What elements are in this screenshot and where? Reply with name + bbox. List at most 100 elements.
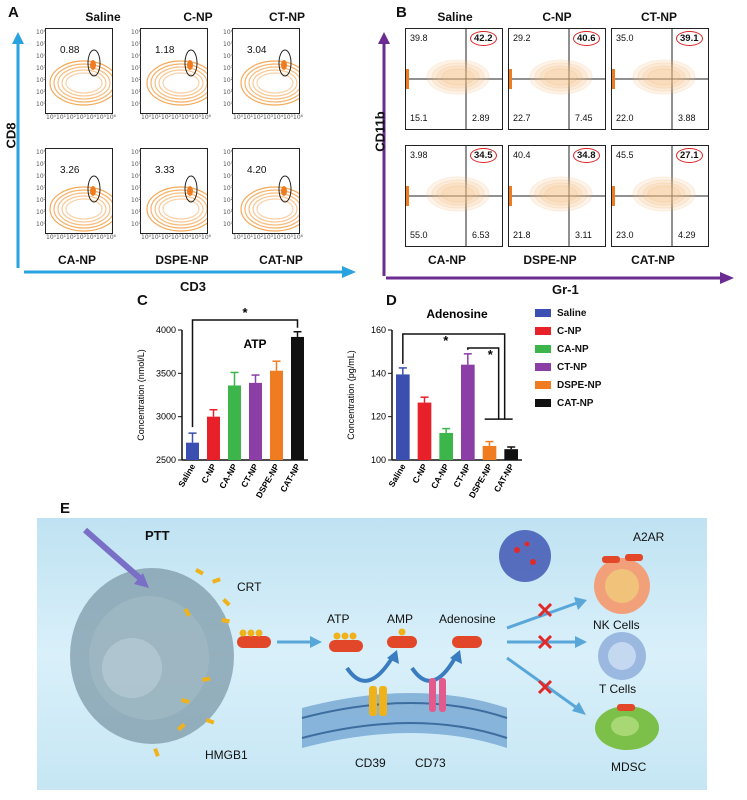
x-tick: 10⁵ <box>283 234 294 241</box>
y-tick-label: 3500 <box>156 368 176 378</box>
x-tick: 10⁵ <box>96 234 107 241</box>
contour-plot <box>509 146 605 246</box>
quadrant-lower-right: 3.88 <box>678 113 696 123</box>
x-tick: 10⁰ <box>141 114 152 121</box>
t-cells-label: T Cells <box>599 682 637 696</box>
y-tick-label: 100 <box>371 455 386 465</box>
y-tick: 10⁴ <box>223 173 234 180</box>
quadrant-upper-left: 29.2 <box>513 33 531 43</box>
mechanism-drawing <box>70 527 659 757</box>
cd39-label: CD39 <box>355 756 386 770</box>
cd8-percentage: 3.26 <box>60 165 80 176</box>
y-tick: 10⁴ <box>36 53 47 60</box>
bar-ca-np <box>228 385 241 460</box>
legend-swatch <box>535 327 551 336</box>
x-tick: 10³ <box>76 234 87 241</box>
y-tick: 10² <box>131 77 142 84</box>
bar-saline <box>186 442 199 460</box>
quadrant-lower-right: 4.29 <box>678 230 696 240</box>
quadrant-upper-right-highlight: 34.5 <box>470 148 497 163</box>
atp-label: ATP <box>327 612 350 626</box>
x-tick: 10⁶ <box>201 234 212 241</box>
y-tick: 10⁶ <box>223 29 234 36</box>
x-tick: 10² <box>66 234 77 241</box>
bar-legend: Saline C-NP CA-NP CT-NP DSPE-NP CAT-NP <box>535 308 645 418</box>
x-tick: 10⁶ <box>201 114 212 121</box>
quadrant-lower-left: 15.1 <box>410 113 428 123</box>
y-tick: 10⁵ <box>36 161 47 168</box>
y-axis-label: Concentration (nmol/L) <box>136 349 146 441</box>
cd11b-gr1-plot: 39.8 15.1 2.89 42.2 <box>405 28 503 130</box>
quadrant-upper-left: 35.0 <box>616 33 634 43</box>
cd8-percentage: 0.88 <box>60 45 80 56</box>
y-tick: 10⁶ <box>131 149 142 156</box>
quadrant-upper-right-highlight: 34.8 <box>573 148 600 163</box>
y-tick: 10⁴ <box>36 173 47 180</box>
quadrant-upper-right-highlight: 40.6 <box>573 31 600 46</box>
a-col-title-3: CT-NP <box>269 10 305 24</box>
b-bottom-title-2: DSPE-NP <box>523 253 577 267</box>
x-tick: 10¹ <box>56 234 67 241</box>
x-tick: 10⁰ <box>46 234 57 241</box>
y-tick: 10¹ <box>223 89 234 96</box>
bar-cat-np <box>291 336 304 460</box>
nk-cells-label: NK Cells <box>593 618 640 632</box>
cd8-percentage: 3.33 <box>155 165 175 176</box>
quadrant-lower-left: 23.0 <box>616 230 634 240</box>
b-col-title-2: C-NP <box>542 10 572 24</box>
a2ar-label: A2AR <box>633 530 665 544</box>
cd8-percentage: 1.18 <box>155 45 175 56</box>
cd3-cd8-plot: 3.04 10⁶ 10⁵ 10⁴ 10³ 10² 10¹ 10⁰ 10⁰ 10¹ 10² 10³ 10⁴… <box>223 28 303 121</box>
x-tick-label: CAT-NP <box>492 462 516 494</box>
x-tick: 10⁴ <box>86 114 97 121</box>
legend-label: CT-NP <box>557 362 587 373</box>
contour-plot <box>509 29 605 129</box>
y-tick-label: 160 <box>371 325 386 335</box>
significance-star: * <box>443 333 449 348</box>
y-tick: 10⁰ <box>131 101 142 108</box>
quadrant-lower-right: 6.53 <box>472 230 490 240</box>
a-bottom-title-3: CAT-NP <box>259 253 303 267</box>
legend-label: Saline <box>557 308 587 319</box>
legend-swatch <box>535 309 551 318</box>
y-tick: 10² <box>36 197 47 204</box>
x-tick: 10⁵ <box>96 114 107 121</box>
significance-bracket <box>191 319 299 428</box>
y-tick: 10⁴ <box>131 173 142 180</box>
legend-item: C-NP <box>535 326 581 337</box>
x-tick: 10⁵ <box>191 234 202 241</box>
cd73-label: CD73 <box>415 756 446 770</box>
legend-swatch <box>535 363 551 372</box>
x-tick: 10⁰ <box>233 234 244 241</box>
x-tick-label: CAT-NP <box>278 462 302 494</box>
contour-plot <box>240 175 299 232</box>
x-tick: 10² <box>161 234 172 241</box>
x-tick: 10¹ <box>151 234 162 241</box>
significance-bracket <box>467 347 500 420</box>
y-tick: 10⁶ <box>131 29 142 36</box>
contour-plot <box>240 49 299 106</box>
x-tick-label: C-NP <box>199 462 218 485</box>
quadrant-lower-left: 22.7 <box>513 113 531 123</box>
quadrant-upper-right-highlight: 39.1 <box>676 31 703 46</box>
y-tick-label: 2500 <box>156 455 176 465</box>
y-tick: 10² <box>223 197 234 204</box>
b-bottom-title-3: CAT-NP <box>631 253 675 267</box>
x-tick: 10¹ <box>243 114 254 121</box>
bar-ca-np <box>439 432 453 460</box>
bar-c-np <box>417 402 432 460</box>
x-tick: 10⁵ <box>283 114 294 121</box>
x-tick: 10⁴ <box>273 234 284 241</box>
atp-chart: 2500 3000 3500 4000 Concentration (nmol/L) Sa… <box>136 305 308 500</box>
quadrant-lower-right: 3.11 <box>575 230 592 240</box>
quadrant-lower-left: 21.8 <box>513 230 531 240</box>
bar-dspe-np <box>482 445 497 460</box>
bar-c-np <box>207 416 220 460</box>
y-tick: 10⁵ <box>131 41 142 48</box>
legend-swatch <box>535 345 551 354</box>
quadrant-lower-right: 2.89 <box>472 113 490 123</box>
y-tick-label: 120 <box>371 412 386 422</box>
cd11b-gr1-plot: 35.0 22.0 3.88 39.1 <box>611 28 709 130</box>
legend-item: DSPE-NP <box>535 380 601 391</box>
y-tick: 10³ <box>131 185 142 192</box>
